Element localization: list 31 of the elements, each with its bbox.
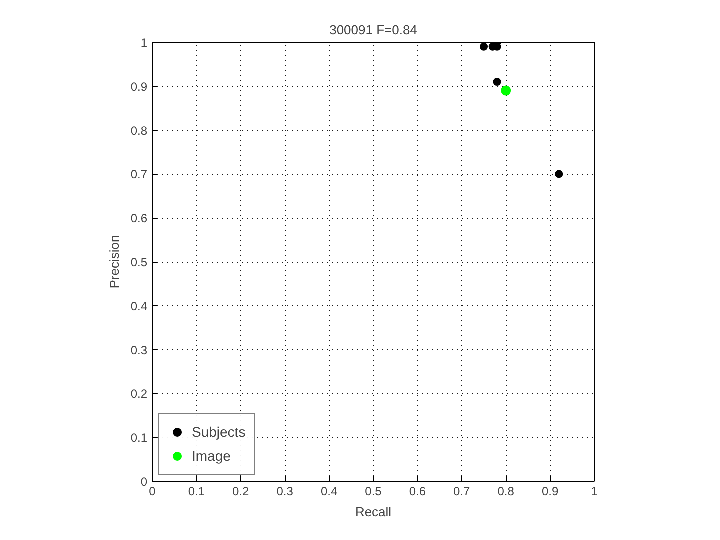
point xyxy=(555,170,564,178)
chart-title: 300091 F=0.84 xyxy=(330,22,418,38)
x-tick-label: 1 xyxy=(591,484,598,498)
x-tick-label: 0.6 xyxy=(409,484,426,498)
y-tick-label: 0.9 xyxy=(130,80,148,94)
point xyxy=(493,78,502,86)
x-tick-label: 0.9 xyxy=(542,484,559,498)
y-tick-label: 0.3 xyxy=(130,343,148,358)
x-tick-label: 0.8 xyxy=(498,484,515,498)
x-tick-label: 0.4 xyxy=(320,484,338,498)
y-tick-label: 0.6 xyxy=(130,212,148,226)
y-tick-label: 0.4 xyxy=(130,299,148,314)
y-axis-title: Precision xyxy=(106,235,122,289)
y-tick-label: 0.1 xyxy=(130,431,148,446)
x-tick-label: 0.2 xyxy=(232,484,250,498)
x-tick-label: 0.3 xyxy=(276,484,294,498)
legend-label: Subjects xyxy=(192,424,246,440)
point xyxy=(480,42,488,51)
y-tick-label: 1 xyxy=(140,36,148,50)
y-tick-label: 0.8 xyxy=(130,124,148,138)
x-tick-label: 0 xyxy=(149,484,156,498)
y-tick-label: 0.5 xyxy=(130,256,148,270)
point xyxy=(501,86,512,96)
x-axis-title: Recall xyxy=(355,504,392,520)
x-tick-label: 0.1 xyxy=(188,484,206,498)
y-tick-label: 0.2 xyxy=(130,387,148,402)
y-tick-label: 0.7 xyxy=(130,168,148,182)
y-tick-label: 0 xyxy=(140,475,148,489)
legend-label: Image xyxy=(192,448,231,464)
x-tick-label: 0.5 xyxy=(365,484,382,498)
x-tick-label: 0.7 xyxy=(454,484,471,498)
